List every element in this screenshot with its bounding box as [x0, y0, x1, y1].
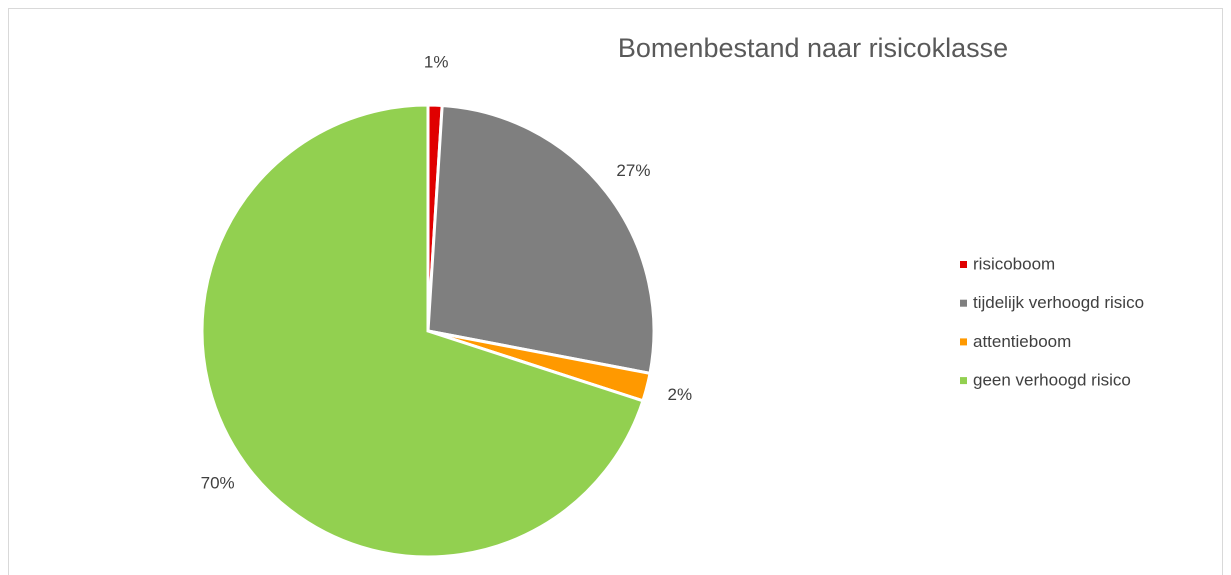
legend-swatch [960, 377, 967, 385]
data-label: 1% [424, 53, 449, 72]
pie-slice [426, 103, 656, 376]
legend-swatch [960, 338, 967, 346]
data-label: 70% [201, 473, 235, 492]
legend-label: geen verhoogd risico [973, 371, 1131, 390]
legend-label: attentieboom [973, 332, 1071, 351]
chart-title: Bomenbestand naar risicoklasse [618, 33, 1008, 63]
pie-slice [200, 103, 645, 559]
legend-swatch [960, 299, 967, 307]
legend-label: tijdelijk verhoogd risico [973, 293, 1144, 312]
legend-swatch [960, 261, 967, 268]
data-label: 2% [668, 385, 693, 404]
legend-label: risicoboom [973, 254, 1055, 273]
data-label: 27% [616, 161, 650, 180]
